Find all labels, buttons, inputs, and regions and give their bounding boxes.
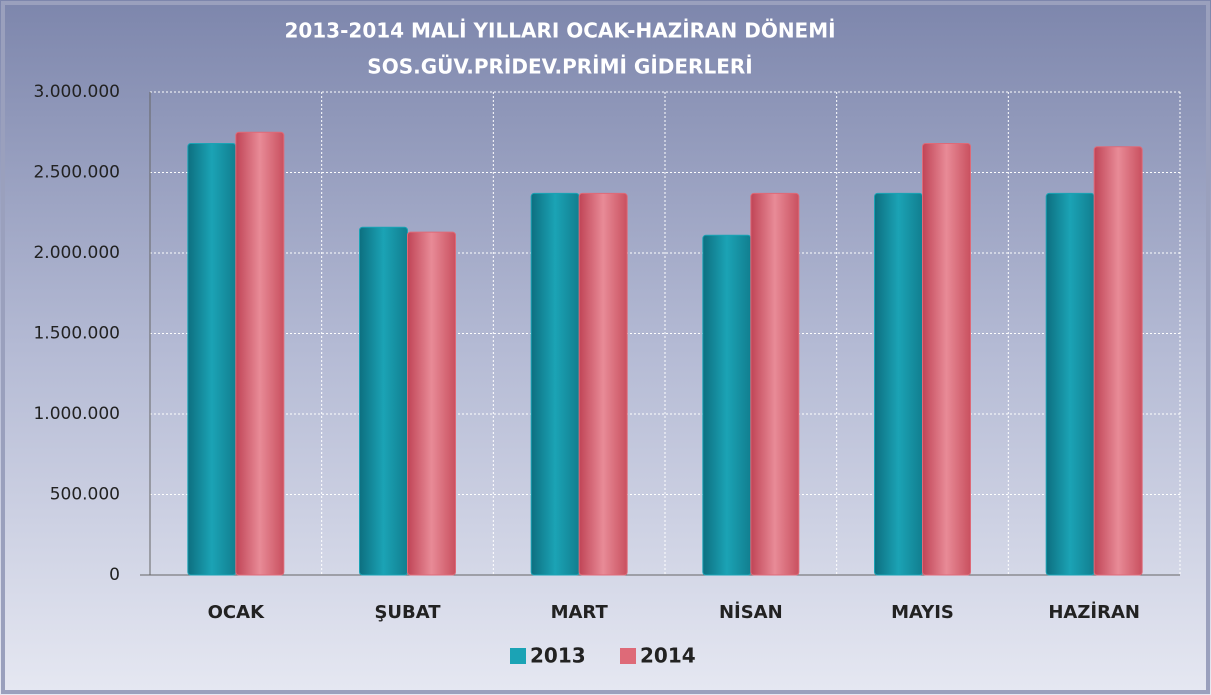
bar [235,131,285,576]
bar [874,192,923,576]
y-tick-label: 0 [109,565,120,585]
legend-swatch [510,648,526,664]
bar [1045,192,1095,576]
chart-title: 2013-2014 MALİ YILLARI OCAK-HAZİRAN DÖNE… [284,19,835,43]
y-tick-label: 3.000.000 [33,82,120,102]
x-tick-label: NİSAN [719,601,783,623]
y-tick-label: 2.500.000 [33,163,120,183]
bar [530,192,580,576]
x-tick-label: MAYIS [891,602,954,623]
y-tick-label: 500.000 [50,485,120,505]
legend-swatch [620,648,636,664]
bar [187,143,237,576]
x-tick-label: MART [551,602,609,623]
x-tick-label: HAZİRAN [1048,601,1140,623]
x-tick-label: ŞUBAT [374,602,441,623]
legend-label: 2013 [530,644,586,668]
bar [702,234,752,576]
bar [359,226,408,576]
bar [407,231,456,576]
bar [922,143,971,576]
bar [750,192,800,576]
x-tick-label: OCAK [208,602,265,623]
bar [1093,146,1143,576]
y-tick-label: 1.500.000 [33,324,120,344]
bar [578,192,628,576]
y-tick-label: 1.000.000 [33,404,120,424]
chart-title: SOS.GÜV.PRİDEV.PRİMİ GİDERLERİ [367,55,752,79]
legend-label: 2014 [640,644,696,668]
y-tick-label: 2.000.000 [33,243,120,263]
